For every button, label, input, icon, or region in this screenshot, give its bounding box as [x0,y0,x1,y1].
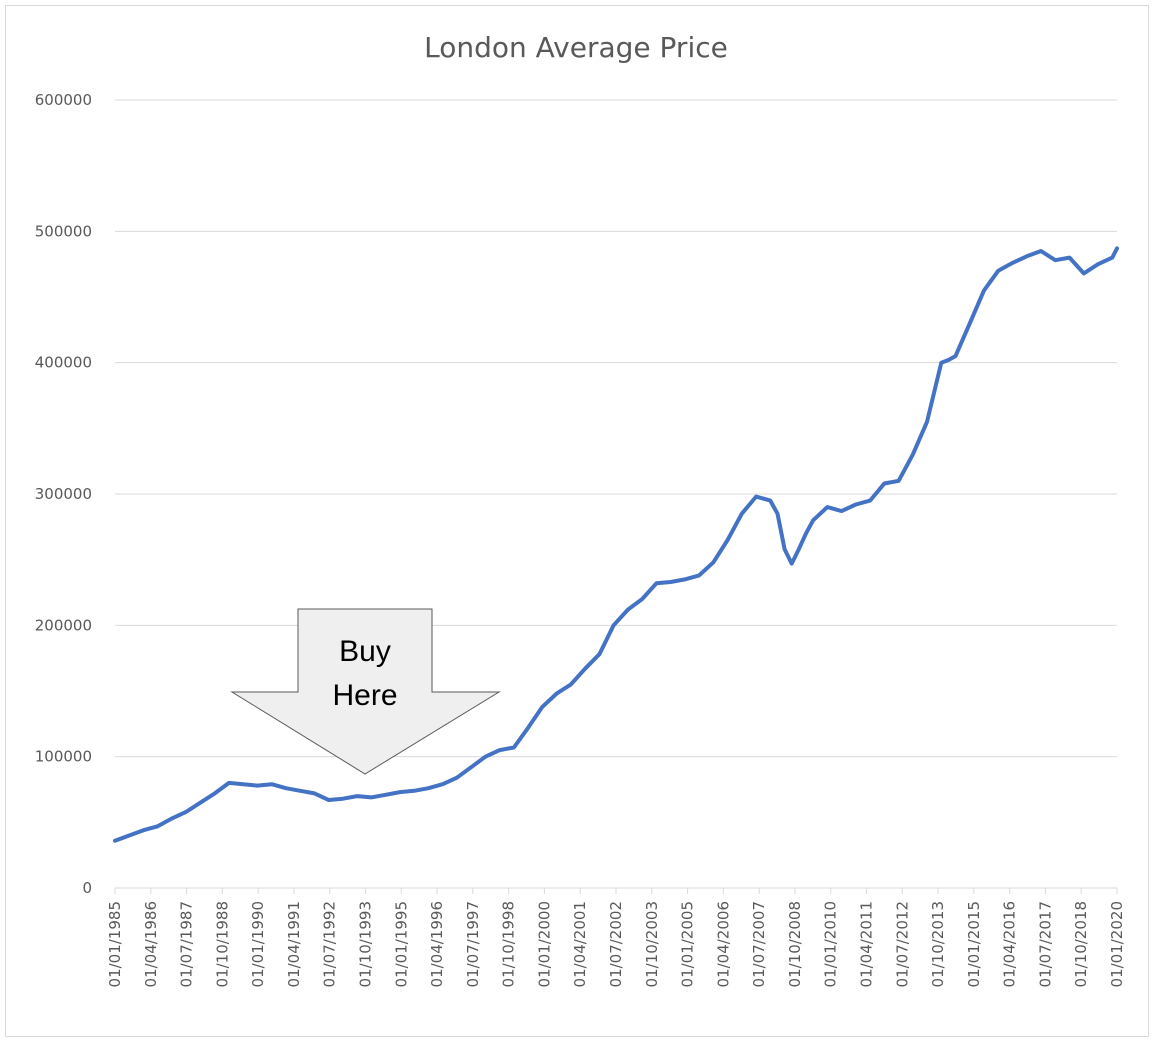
x-tick-label: 01/04/1986 [142,901,160,987]
y-tick-label: 200000 [35,616,92,634]
price-series-line [113,246,1119,843]
x-tick-label: 01/01/2000 [535,901,553,987]
x-tick-label: 01/10/2013 [929,901,947,987]
chart-frame: London Average Price 0 100000 200000 300000… [5,5,1149,1037]
x-tick-label: 01/07/1992 [321,901,339,987]
buy-here-arrow: Buy Here [230,608,501,775]
x-tick-label: 01/01/1990 [249,901,267,987]
chart-svg: London Average Price 0 100000 200000 300000… [35,31,1126,987]
x-tick-label: 01/07/1987 [178,901,196,987]
x-tick-label: 01/10/2018 [1072,901,1090,987]
x-tick-label: 01/01/1985 [106,901,124,987]
y-axis-ticks: 0 100000 200000 300000 400000 500000 600000 [35,91,92,897]
y-tick-label: 0 [82,879,92,897]
x-tick-label: 01/04/2001 [571,901,589,987]
x-tick-label: 01/04/1996 [428,901,446,987]
y-tick-label: 100000 [35,748,92,766]
x-tick-label: 01/07/1997 [464,901,482,987]
x-tick-label: 01/10/1988 [213,901,231,987]
x-tick-label: 01/01/2005 [679,901,697,987]
x-tick-label: 01/10/2003 [643,901,661,987]
y-tick-label: 600000 [35,91,92,109]
gridlines [115,99,1117,758]
annotation-line1: Buy [339,635,391,668]
x-tick-label: 01/04/2016 [1001,901,1019,987]
x-tick-label: 01/04/2006 [714,901,732,987]
x-tick-label: 01/04/2011 [858,901,876,987]
x-tick-label: 01/10/1998 [500,901,518,987]
x-tick-label: 01/07/2012 [893,901,911,987]
y-tick-label: 500000 [35,222,92,240]
chart-title: London Average Price [424,31,728,64]
x-tick-label: 01/04/1991 [285,901,303,987]
x-tick-label: 01/10/1993 [357,901,375,987]
x-tick-label: 01/07/2017 [1036,901,1054,987]
x-tick-label: 01/10/2008 [786,901,804,987]
y-tick-label: 400000 [35,354,92,372]
x-tick-label: 01/07/2002 [607,901,625,987]
x-tick-label: 01/01/2010 [822,901,840,987]
x-tick-label: 01/01/2015 [965,901,983,987]
down-arrow-shape [230,608,501,775]
annotation-line2: Here [332,679,397,712]
x-tick-label: 01/07/2007 [750,901,768,987]
y-tick-label: 300000 [35,485,92,503]
x-axis-ticks: 01/01/1985 01/04/1986 01/07/1987 01/10/1988… [106,888,1126,987]
x-tick-label: 01/01/2020 [1108,901,1126,987]
x-tick-label: 01/01/1995 [392,901,410,987]
